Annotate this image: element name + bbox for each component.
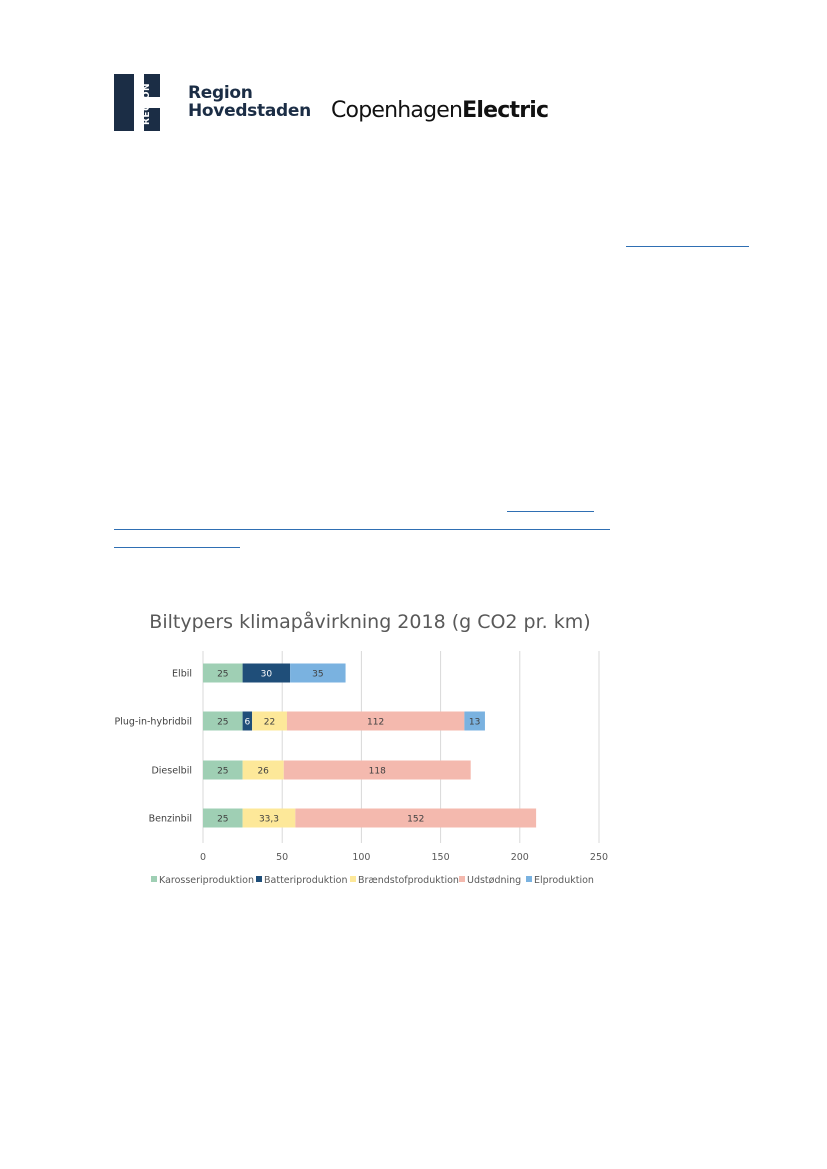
hyperlink-underline-3[interactable] [114,529,610,530]
category-label: Elbil [172,669,192,680]
bar-segment [203,711,243,731]
x-tick-label: 0 [200,852,206,863]
category-label: Plug-in-hybridbil [115,717,193,728]
x-tick-label: 100 [352,852,370,863]
legend-label: Karosseriproduktion [159,875,254,886]
hyperlink-underline-4[interactable] [114,547,240,548]
x-tick-label: 200 [511,852,529,863]
copenhagen-electric-logo: CopenhagenElectric [331,98,549,123]
data-label: 6 [244,718,250,728]
legend-label: Brændstofproduktion [358,875,459,886]
region-logo-mark: REGION [114,74,170,131]
h-letter-icon [134,74,170,131]
legend-swatch [151,876,157,882]
bar-segment [242,808,296,828]
data-label: 112 [367,718,384,728]
logo-copenhagen: Copenhagen [331,98,463,123]
data-label: 13 [469,718,480,728]
data-label: 25 [217,815,228,825]
data-label: 25 [217,670,228,680]
bar-segment [464,711,485,731]
data-label: 152 [407,815,424,825]
bar-segment [203,760,243,780]
category-label: Dieselbil [151,766,192,777]
logo-line-hovedstaden: Hovedstaden [188,101,311,121]
region-hovedstaden-logo-text: Region Hovedstaden [188,84,311,120]
bar-segment [295,808,537,828]
bar-segment [242,711,253,731]
category-label: Benzinbil [149,814,192,825]
bar-segment [286,711,465,731]
data-label: 26 [257,767,269,777]
data-label: 118 [369,767,386,777]
x-tick-label: 250 [590,852,608,863]
legend-swatch [256,876,262,882]
legend-label: Batteriproduktion [264,875,347,886]
bar-segment [252,711,287,731]
bar-segment [283,760,471,780]
data-label: 30 [261,670,273,680]
logo-electric: Electric [462,98,549,123]
logo-line-region: Region [188,83,253,103]
hyperlink-underline-2[interactable] [507,511,594,512]
legend-label: Udstødning [467,875,521,886]
chart-title: Biltypers klimapåvirkning 2018 (g CO2 pr… [149,611,591,633]
data-label: 33,3 [259,815,279,825]
legend-label: Elproduktion [534,875,594,886]
data-label: 25 [217,718,228,728]
data-label: 22 [264,718,275,728]
data-label: 35 [312,670,323,680]
legend-swatch [526,876,532,882]
bar-segment [203,808,243,828]
data-label: 25 [217,767,228,777]
x-tick-label: 150 [432,852,450,863]
x-tick-label: 50 [276,852,288,863]
legend-swatch [459,876,465,882]
hyperlink-underline-1[interactable] [626,246,749,247]
bar-segment [242,760,284,780]
legend-swatch [350,876,356,882]
bar-segment [290,663,346,683]
bar-segment [203,663,243,683]
bar-segment [242,663,291,683]
